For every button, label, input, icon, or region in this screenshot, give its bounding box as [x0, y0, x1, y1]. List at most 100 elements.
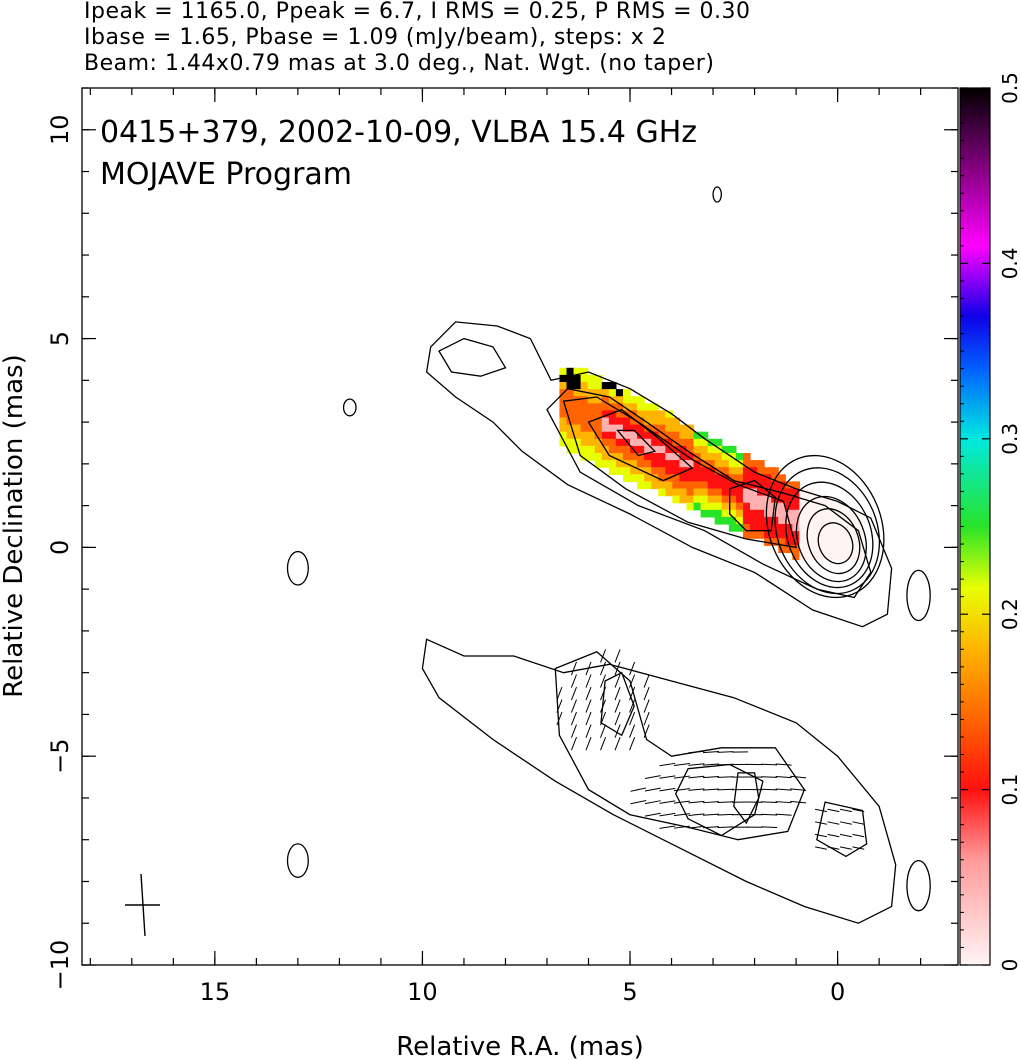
fpol-cell	[799, 488, 808, 497]
evpa-vector	[614, 674, 621, 688]
fpol-cell	[728, 445, 737, 454]
fpol-cell	[580, 389, 589, 397]
fpol-cell	[559, 396, 568, 404]
fpol-cell	[700, 509, 709, 518]
evpa-vector	[643, 711, 650, 726]
fpol-cell	[622, 445, 631, 454]
fpol-cell	[707, 509, 716, 518]
fpol-cell	[566, 389, 575, 397]
fpol-cell	[580, 438, 589, 447]
evpa-vector	[702, 763, 719, 766]
fpol-cell	[608, 410, 617, 419]
fpol-cell	[806, 523, 815, 532]
fpol-cell	[757, 460, 765, 468]
fpol-cell	[728, 481, 737, 490]
fpol-cell	[651, 452, 659, 461]
fpol-cell	[658, 474, 666, 482]
fpol-cell	[757, 474, 765, 482]
fpol-cell	[573, 389, 582, 397]
fpol-cell	[686, 445, 695, 454]
fpol-cell	[778, 523, 786, 532]
fpol-cell	[672, 417, 681, 426]
evpa-vector	[570, 724, 577, 738]
fpol-cell	[644, 417, 652, 426]
fpol-cell	[806, 531, 815, 539]
fpol-cell	[806, 488, 815, 497]
fpol-cell	[778, 545, 786, 553]
polarization-contour	[554, 651, 806, 841]
fpol-cell	[622, 467, 631, 475]
fpol-cell	[580, 424, 589, 433]
fpol-cell	[721, 516, 730, 525]
evpa-vector	[600, 724, 607, 738]
evpa-vector	[839, 833, 852, 838]
core-contour	[785, 481, 874, 589]
fpol-cell	[637, 396, 645, 404]
fpol-cell	[834, 516, 843, 525]
fpol-cell	[714, 445, 723, 454]
fpol-cell	[651, 474, 659, 482]
fpol-cell	[785, 488, 793, 497]
evpa-vector	[630, 787, 647, 792]
fpol-cell	[707, 502, 716, 511]
fpol-cell	[559, 374, 568, 383]
fpol-cell	[559, 367, 568, 376]
fpol-cell	[686, 481, 695, 490]
fpol-cell	[757, 495, 765, 504]
evpa-vector	[644, 800, 661, 805]
fpol-cell	[637, 424, 645, 433]
fpol-cell	[608, 445, 617, 454]
evpa-vector	[614, 724, 621, 738]
core-contour	[817, 522, 854, 565]
fpol-cell	[700, 467, 709, 475]
fpol-cell	[601, 410, 610, 419]
fpol-cell	[841, 509, 850, 518]
x-tick-label: 0	[830, 978, 845, 1006]
fpol-cell	[644, 460, 652, 468]
fpol-cell	[630, 431, 638, 440]
fpol-cell	[714, 474, 723, 482]
fpol-cell	[587, 403, 596, 412]
fpol-cell	[651, 481, 659, 490]
fpol-cell	[721, 481, 730, 490]
fpol-cell	[622, 396, 631, 404]
evpa-vector	[717, 763, 734, 766]
evpa-vector	[600, 686, 607, 701]
fpol-cell	[658, 488, 666, 497]
fpol-cell	[813, 502, 822, 511]
fpol-cell	[637, 417, 645, 426]
fpol-cell	[834, 509, 843, 518]
plot-frame	[81, 87, 959, 966]
fpol-cell	[615, 424, 624, 433]
fpol-cell	[587, 396, 596, 404]
fpol-cell	[651, 460, 659, 468]
fpol-cell	[630, 474, 638, 482]
fpol-cell	[608, 389, 617, 397]
fpol-cell	[601, 417, 610, 426]
fpol-cell	[855, 552, 864, 561]
fpol-cell	[848, 552, 857, 561]
fpol-cell	[757, 509, 765, 518]
fpol-cell	[594, 452, 603, 461]
fpol-cell	[658, 417, 666, 426]
fpol-cell	[742, 509, 751, 518]
evpa-vector	[717, 776, 734, 778]
fpol-cell	[820, 495, 829, 504]
fpol-cell	[792, 538, 801, 546]
fpol-cell	[559, 382, 568, 390]
evpa-vector	[852, 846, 865, 850]
fpol-cell	[665, 452, 673, 461]
fpol-cell	[764, 502, 772, 511]
fpol-cell	[778, 509, 786, 518]
polarization-vectors	[556, 649, 865, 850]
fpol-cell	[707, 488, 716, 497]
evpa-vector	[585, 674, 592, 688]
fpol-cell	[651, 403, 659, 412]
fpol-cell	[651, 445, 659, 454]
evpa-vector	[614, 686, 621, 701]
fpol-cell	[813, 552, 822, 561]
evpa-vector	[570, 699, 577, 713]
fpol-cell	[658, 452, 666, 461]
fpol-cell	[580, 396, 589, 404]
evpa-vector	[827, 808, 840, 813]
